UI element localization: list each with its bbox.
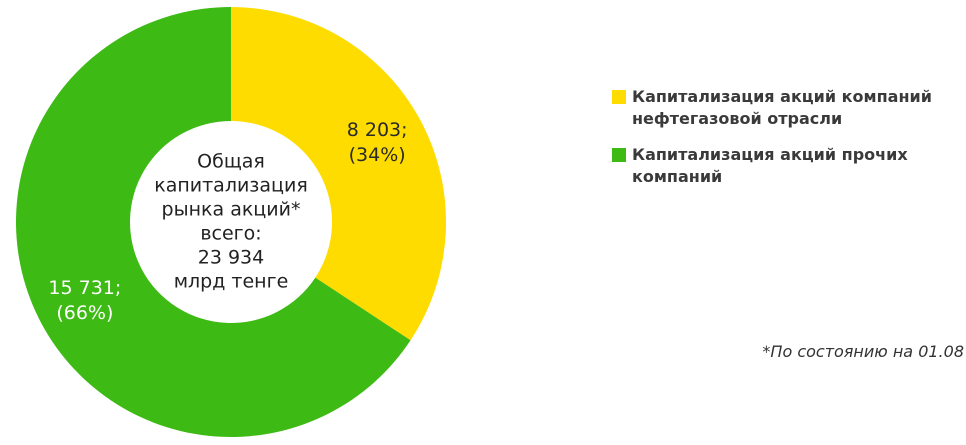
legend: Капитализация акций компаний нефтегазово… — [612, 86, 966, 202]
center-label: 23 934 — [198, 247, 264, 269]
legend-label: Капитализация акций компаний нефтегазово… — [632, 87, 932, 128]
data-label: 8 203; (34%) — [346, 119, 408, 167]
center-label: капитализация — [154, 175, 308, 197]
center-label: рынка акций* — [162, 199, 301, 221]
center-label: Общая — [197, 151, 265, 173]
center-label: всего: — [200, 223, 261, 245]
data-label: 15 731; (66%) — [48, 276, 122, 324]
legend-item: Капитализация акций компаний нефтегазово… — [612, 86, 962, 130]
legend-swatch — [612, 148, 626, 162]
center-label: млрд тенге — [174, 271, 289, 293]
legend-label: Капитализация акций прочих компаний — [632, 145, 908, 186]
legend-swatch — [612, 90, 626, 104]
footnote: *По состоянию на 01.08 — [762, 342, 964, 361]
donut-segment — [231, 7, 446, 341]
donut-segment — [15, 7, 411, 437]
legend-item: Капитализация акций прочих компаний — [612, 144, 962, 188]
